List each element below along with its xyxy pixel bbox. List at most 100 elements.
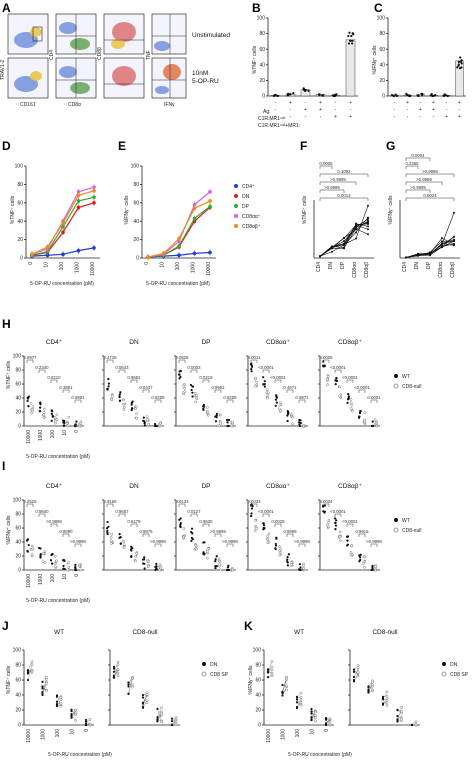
b-point [321,94,324,97]
i-pvalue: >0.9999 [150,539,166,544]
g-point [405,256,407,259]
i-null-point [266,535,269,538]
h-null-point [145,415,149,418]
i-null-point [159,565,163,569]
i-null-point [278,549,282,553]
k-dn-point [295,701,299,704]
b-point [289,93,292,96]
j-sp-point [116,660,120,664]
h-wt-point [39,406,42,409]
b-sign: + [319,100,322,106]
h-wt-point [275,396,278,399]
h-bracket [50,379,58,383]
i-bracket [250,503,258,507]
h-wt-point [323,364,327,367]
h-pvalue: 0.4745 [103,355,117,360]
h-null-point [350,409,354,413]
a-ylabel-trav: TRAV1-2 [0,60,6,80]
k-dn-point [352,678,356,682]
h-null-point [278,404,281,407]
i-wt-point [142,558,146,561]
j-pair-line [142,694,148,703]
k-dn-point [396,718,399,721]
i-bracket [50,523,58,527]
k-dn-point [310,710,313,713]
i-wt-point [130,555,133,558]
i-wt-point [119,536,122,539]
b-point [350,42,354,45]
h-null-point [326,378,329,381]
i-wt-point [106,520,109,524]
h-wt-point [227,418,231,422]
panel-d-letter: D [2,139,11,153]
k-xtick-label: 0 [324,729,330,732]
i-wt-point [371,568,374,572]
i-xtick-label: 10000 [26,574,32,588]
i-wt-point [178,518,181,521]
h-null-point [123,405,126,409]
h-ytick-label: 40 [15,396,21,402]
i-null-point [30,553,34,557]
j-dn-point [112,665,116,668]
h-wt-point [357,416,361,419]
h-wt-point [286,419,289,423]
panel-j-letter: J [2,619,9,633]
i-wt-point [143,562,146,565]
j-dn-point [156,716,159,719]
h-subtitle: CD4⁺ [46,339,63,346]
c-sign: - [420,114,422,120]
h-null-point [42,411,46,414]
j-ytick-label: 100 [13,648,22,654]
panel-d: D %TNF⁺ cells 5-OP-RU concentration (pM)… [2,139,100,287]
d-ytick-label: 60 [17,200,23,206]
i-subtitle: CD4⁺ [46,483,63,490]
g-xtick-label: CD8αβ [450,262,456,278]
i-wt-point [335,519,338,522]
c-ytick-label: 60 [379,47,385,53]
h-wt-point [227,424,230,428]
j-legend-dn: DN [210,662,218,668]
b-ylabel: %TNF⁺ cells [252,45,258,74]
h-wt-point [275,394,278,397]
f-point [355,224,357,227]
k-sp-point [385,690,389,694]
i-wt-point [286,555,289,559]
h-bracket [358,389,366,393]
i-null-point [42,552,45,556]
e-point [208,204,212,209]
f-xtick-label: DN [328,262,334,270]
h-ytick-label: 60 [15,382,21,388]
i-pvalue: 0.9999 [283,529,297,534]
i-wt-point [203,552,206,555]
i-bracket [358,533,366,537]
k-dn-point [310,707,313,711]
i-wt-point [190,539,193,543]
h-wt-point [62,419,65,422]
i-wt-point [227,564,230,567]
h-wt-point [298,424,301,428]
c-bar [455,60,464,97]
j-sp-point [145,693,149,696]
g-xtick-label: DP [426,261,432,269]
i-wt-point [334,528,337,531]
k-sp-point [314,710,317,714]
h-null-point [266,391,270,395]
j-dn-point [41,693,44,697]
d-point [76,199,81,203]
k-sp-point [299,695,303,699]
j-sp-point [45,675,48,679]
i-null-point [206,556,209,560]
e-point [177,236,181,241]
legend-marker [234,194,238,198]
a-ylabel-tnf: TNF [146,50,152,60]
h-wt-point [39,401,42,404]
h-xtick-label: 0 [74,430,80,433]
h-legend-null: CD8-null [402,384,421,390]
j-dn-point [112,667,116,670]
j-sp-point [30,669,34,673]
i-wt-point [286,558,289,561]
c-sign: - [407,107,409,113]
i-null-point [30,544,34,548]
i-ylabel: %IFNγ⁺ cells [6,515,12,545]
